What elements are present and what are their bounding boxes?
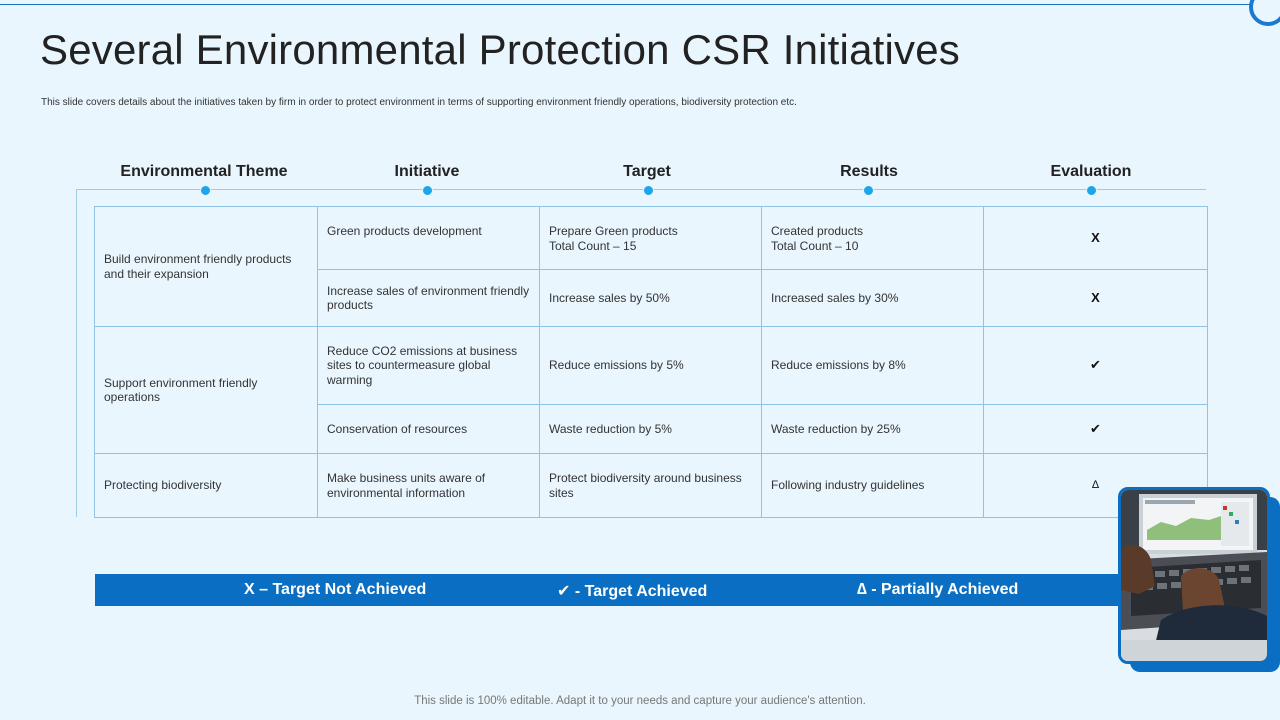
theme-cell: Support environment friendly operations [94, 326, 318, 454]
laptop-illustration-icon [1121, 490, 1267, 661]
footer-note: This slide is 100% editable. Adapt it to… [414, 695, 866, 707]
initiative-cell: Increase sales of environment friendly p… [317, 269, 540, 327]
column-header-results: Results [840, 163, 898, 180]
target-cell: Protect biodiversity around business sit… [539, 453, 762, 518]
table-row: Conservation of resources Waste reductio… [95, 404, 1208, 454]
table-row: Protecting biodiversity Make business un… [94, 453, 1208, 518]
initiative-cell: Reduce CO2 emissions at business sites t… [317, 326, 540, 405]
theme-cell: Build environment friendly products and … [94, 206, 318, 327]
column-header-theme: Environmental Theme [120, 163, 288, 180]
target-cell: Increase sales by 50% [539, 269, 762, 327]
evaluation-cell: ✔ [983, 404, 1208, 454]
column-header-evaluation: Evaluation [1050, 163, 1132, 180]
page-subtitle: This slide covers details about the init… [41, 97, 797, 108]
laptop-photo-icon [1118, 487, 1270, 664]
initiative-cell: Conservation of resources [317, 404, 540, 454]
target-cell: Reduce emissions by 5% [539, 326, 762, 405]
table-left-bracket-line [76, 189, 77, 517]
result-cell: Waste reduction by 25% [761, 404, 984, 454]
theme-cell: Protecting biodiversity [94, 453, 318, 518]
legend-achieved: ✔ - Target Achieved [557, 583, 708, 600]
page-title: Several Environmental Protection CSR Ini… [40, 26, 961, 73]
evaluation-cell: ✔ [983, 326, 1208, 405]
target-line: Prepare Green products [549, 224, 678, 238]
evaluation-cell: X [983, 269, 1208, 327]
column-header-initiative: Initiative [394, 163, 460, 180]
initiatives-table: Build environment friendly products and … [94, 206, 1208, 518]
target-cell: Prepare Green products Total Count – 15 [539, 206, 762, 270]
evaluation-cell: X [983, 206, 1208, 270]
target-cell: Waste reduction by 5% [539, 404, 762, 454]
result-cell: Created products Total Count – 10 [761, 206, 984, 270]
column-header-target: Target [623, 163, 671, 180]
header-dot-target [643, 185, 654, 196]
target-line: Total Count – 15 [549, 238, 637, 253]
table-row: Build environment friendly products and … [94, 206, 1208, 327]
legend-bar: X – Target Not Achieved ✔ - Target Achie… [95, 574, 1125, 606]
header-dot-results [863, 185, 874, 196]
table-row: Support environment friendly operations … [94, 326, 1208, 454]
result-cell: Increased sales by 30% [761, 269, 984, 327]
header-dot-initiative [422, 185, 433, 196]
header-dot-theme [200, 185, 211, 196]
table-row: Increase sales of environment friendly p… [95, 269, 1208, 327]
legend-partially-achieved: ∆ - Partially Achieved [857, 581, 1019, 598]
result-cell: Following industry guidelines [761, 453, 984, 518]
result-line: Total Count – 10 [771, 238, 859, 253]
legend-not-achieved: X – Target Not Achieved [244, 581, 427, 598]
top-divider-line [0, 4, 1252, 5]
result-line: Created products [771, 224, 864, 238]
initiative-cell: Make business units aware of environment… [317, 453, 540, 518]
header-dot-evaluation [1086, 185, 1097, 196]
result-cell: Reduce emissions by 8% [761, 326, 984, 405]
initiative-cell: Green products development [317, 206, 540, 270]
header-connector-line [76, 189, 1206, 190]
corner-circle-decoration [1249, 0, 1280, 26]
